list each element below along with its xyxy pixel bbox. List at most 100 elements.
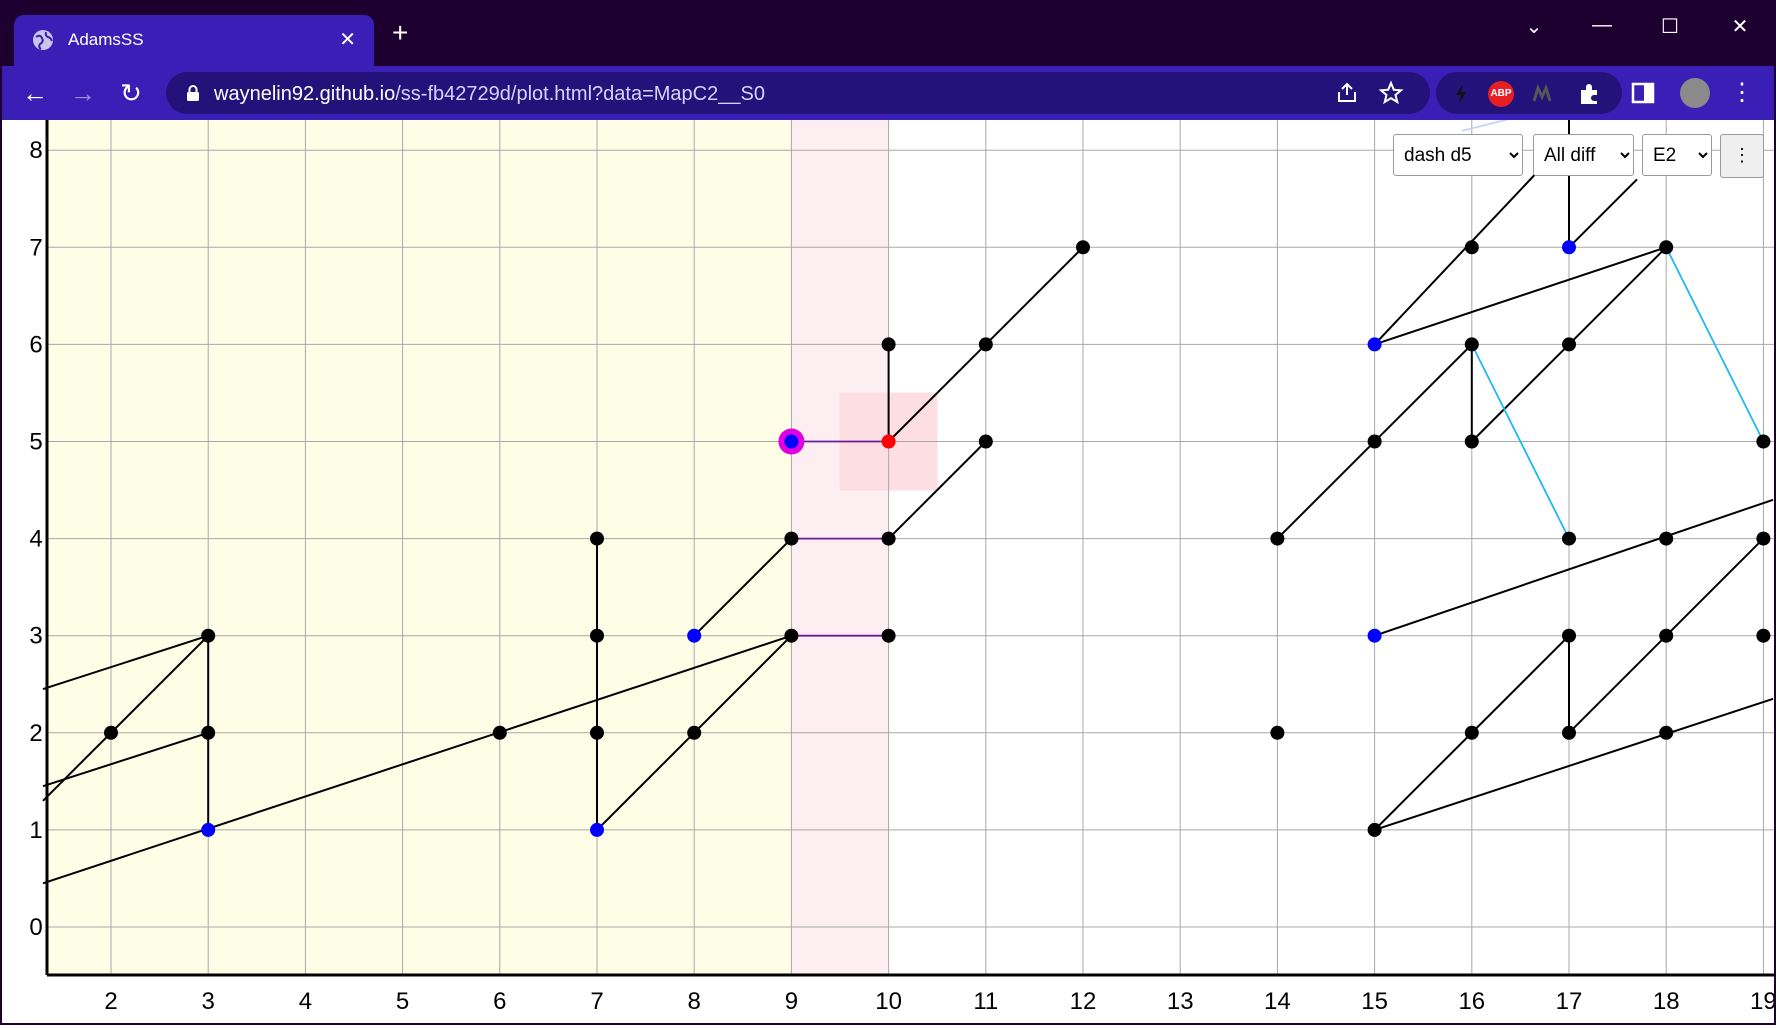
maximize-button[interactable]: ☐ [1661, 16, 1679, 38]
data-point [201, 628, 216, 643]
reload-button[interactable]: ↻ [120, 78, 142, 108]
differential-edge [1665, 246, 1765, 442]
data-point [1659, 240, 1674, 255]
differential-edge [1374, 697, 1774, 831]
data-point [687, 628, 702, 643]
y-tick-label: 7 [29, 234, 42, 261]
x-tick-label: 9 [785, 988, 798, 1015]
data-point [590, 725, 604, 740]
y-tick-label: 1 [29, 817, 42, 844]
x-tick-label: 18 [1653, 988, 1680, 1015]
differential-edge [1374, 498, 1774, 637]
data-point [590, 531, 604, 546]
x-tick-label: 10 [875, 988, 902, 1015]
profile-avatar[interactable] [1680, 78, 1710, 108]
x-tick-label: 11 [973, 988, 998, 1015]
close-window-button[interactable]: ✕ [1731, 16, 1749, 38]
data-point [1464, 240, 1479, 255]
y-tick-label: 5 [29, 429, 42, 456]
differential-edge [887, 440, 987, 540]
title-bar: AdamsSS ✕ + ⌄ — ☐ ✕ [0, 0, 1776, 66]
data-point [1270, 531, 1285, 546]
data-point [1562, 531, 1576, 546]
differential-edge [42, 634, 209, 691]
more-options-button[interactable]: ⋮ [1720, 134, 1764, 178]
y-tick-label: 3 [29, 623, 42, 650]
data-point [1562, 725, 1576, 740]
x-tick-label: 19 [1750, 988, 1776, 1015]
data-point [784, 531, 799, 546]
lock-icon [187, 85, 199, 101]
new-tab-button[interactable]: + [392, 17, 409, 48]
x-tick-label: 16 [1458, 988, 1485, 1015]
data-point [590, 628, 604, 643]
region-yellow [47, 120, 792, 975]
tab-title: AdamsSS [68, 30, 144, 49]
bookmark-star-icon[interactable] [1378, 80, 1404, 106]
diff-filter-select[interactable]: All diff [1533, 134, 1634, 176]
plot-area: 2 3 4 5 6 7 8 9 10 11 12 13 14 15 16 17 18 19 0 1 2 3 4 5 6 7 8 [0, 105, 1776, 1025]
y-tick-label: 2 [29, 720, 42, 747]
data-point [1756, 628, 1771, 643]
browser-toolbar: ← → ↻ waynelin92.github.io/ss-fb42729d/p… [0, 66, 1776, 120]
x-tick-label: 2 [104, 988, 117, 1015]
differential-edge [1568, 178, 1638, 249]
address-bar[interactable]: waynelin92.github.io/ss-fb42729d/plot.ht… [166, 72, 1430, 114]
region-pink [791, 120, 889, 975]
minimize-button[interactable]: — [1592, 14, 1612, 36]
data-point [201, 725, 216, 740]
data-point [1076, 240, 1090, 255]
back-button[interactable]: ← [22, 78, 48, 108]
display-mode-select[interactable]: dash d5 [1393, 134, 1523, 176]
x-tick-label: 5 [396, 988, 409, 1015]
data-point [784, 628, 799, 643]
data-point [784, 434, 799, 449]
url-text[interactable]: waynelin92.github.io/ss-fb42729d/plot.ht… [214, 83, 765, 106]
x-tick-label: 3 [202, 988, 215, 1015]
data-point [1756, 434, 1771, 449]
data-point [590, 822, 604, 837]
browser-menu-icon[interactable]: ⋮ [1730, 79, 1754, 106]
differential-edge [1470, 343, 1570, 540]
page-select[interactable]: E2 [1642, 134, 1712, 176]
x-tick-label: 14 [1264, 988, 1291, 1015]
differential-edge [1461, 105, 1560, 132]
m-extension-icon[interactable] [1530, 81, 1556, 107]
data-point [1659, 531, 1674, 546]
data-point [1562, 240, 1576, 255]
data-point [978, 337, 993, 352]
differential-edge [42, 634, 792, 885]
x-tick-label: 13 [1167, 988, 1194, 1015]
extensions-area: ABP [1436, 72, 1622, 114]
url-path: /ss-fb42729d/plot.html?data=MapC2__S0 [395, 83, 765, 105]
data-point [1659, 725, 1674, 740]
side-panel-icon[interactable] [1630, 80, 1656, 106]
browser-tab[interactable]: AdamsSS ✕ [14, 15, 374, 66]
differential-edge [42, 731, 209, 788]
data-point [1756, 531, 1771, 546]
data-point [1562, 628, 1576, 643]
tab-close-icon[interactable]: ✕ [339, 29, 356, 51]
adblock-extension-icon[interactable]: ABP [1488, 81, 1514, 107]
tab-search-chevron-icon[interactable]: ⌄ [1525, 16, 1543, 38]
y-tick-label: 4 [29, 526, 42, 553]
x-tick-label: 7 [590, 988, 603, 1015]
data-point [104, 725, 118, 740]
data-point [978, 434, 993, 449]
data-point [492, 725, 507, 740]
share-icon[interactable] [1334, 80, 1360, 106]
forward-button[interactable]: → [70, 78, 96, 108]
data-point [881, 628, 896, 643]
puzzle-extensions-icon[interactable] [1576, 81, 1602, 107]
x-tick-label: 12 [1070, 988, 1097, 1015]
bolt-extension-icon[interactable] [1448, 81, 1474, 107]
data-point [1464, 434, 1479, 449]
url-host: waynelin92.github.io [214, 83, 396, 105]
globe-icon [33, 30, 53, 50]
x-tick-label: 17 [1556, 988, 1583, 1015]
data-point [1562, 337, 1576, 352]
data-point [687, 725, 702, 740]
x-tick-label: 15 [1361, 988, 1388, 1015]
data-point [1464, 337, 1479, 352]
